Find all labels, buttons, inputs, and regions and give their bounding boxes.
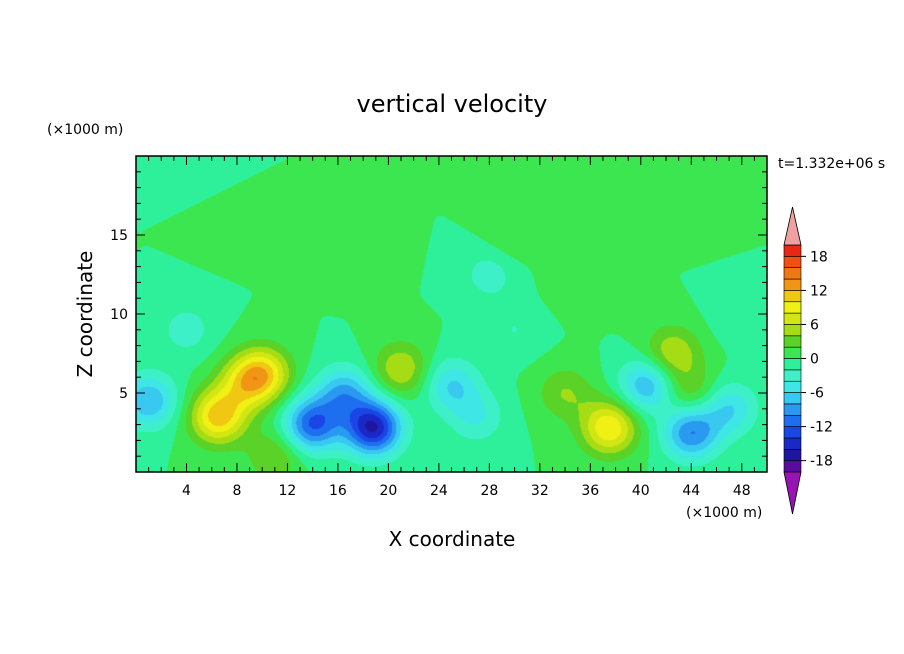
colorbar-cell <box>783 256 802 269</box>
x-tick-label: 16 <box>329 483 347 499</box>
x-tick-label: 20 <box>379 483 397 499</box>
x-tick-label: 48 <box>733 483 751 499</box>
colorbar-tick-label: -12 <box>810 420 833 436</box>
y-unit-label: (×1000 m) <box>47 122 123 138</box>
colorbar-tick-label: 0 <box>810 352 819 368</box>
colorbar-cell <box>783 403 802 416</box>
colorbar-cell <box>783 244 802 257</box>
x-axis-label: X coordinate <box>389 527 516 551</box>
colorbar-extend-high <box>783 206 802 246</box>
colorbar-cell <box>783 380 802 393</box>
colorbar-cell <box>783 414 802 427</box>
colorbar-tick-label: 12 <box>810 283 828 299</box>
y-tick-label: 5 <box>119 386 128 402</box>
colorbar-cell <box>783 335 802 348</box>
colorbar-cell <box>783 267 802 280</box>
colorbar-tick-label: 18 <box>810 249 828 265</box>
x-tick-label: 4 <box>182 483 191 499</box>
y-tick-label: 15 <box>110 228 128 244</box>
colorbar-cell <box>783 290 802 303</box>
x-tick-label: 40 <box>632 483 650 499</box>
x-tick-label: 24 <box>430 483 448 499</box>
x-tick-label: 28 <box>480 483 498 499</box>
colorbar-cell <box>783 437 802 450</box>
y-axis-ticks: 5 10 15 <box>110 171 767 457</box>
time-label: t=1.332e+06 s <box>778 156 885 172</box>
x-tick-label: 12 <box>279 483 297 499</box>
heatmap-field <box>136 156 767 472</box>
colorbar-cell <box>783 278 802 291</box>
colorbar: 18 12 6 0 -6 -12 -18 <box>783 206 833 515</box>
y-tick-label: 10 <box>110 307 128 323</box>
colorbar-cell <box>783 346 802 359</box>
colorbar-cell <box>783 460 802 473</box>
y-axis-label: Z coordinate <box>73 251 97 378</box>
colorbar-tick-label: -6 <box>810 386 824 402</box>
x-tick-label: 32 <box>531 483 549 499</box>
chart-title: vertical velocity <box>357 90 548 118</box>
colorbar-cell <box>783 301 802 314</box>
colorbar-cell <box>783 324 802 337</box>
x-tick-label: 36 <box>581 483 599 499</box>
x-unit-label: (×1000 m) <box>686 505 762 521</box>
colorbar-cell <box>783 358 802 371</box>
colorbar-cell <box>783 448 802 461</box>
x-tick-label: 8 <box>232 483 241 499</box>
x-tick-label: 44 <box>682 483 700 499</box>
colorbar-cell <box>783 312 802 325</box>
colorbar-extend-low <box>783 471 802 515</box>
colorbar-cell <box>783 426 802 439</box>
x-axis-ticks: 4 8 12 16 20 24 28 32 36 40 44 48 <box>148 156 755 499</box>
colorbar-tick-label: 6 <box>810 317 819 333</box>
colorbar-cell <box>783 392 802 405</box>
colorbar-tick-label: -18 <box>810 454 833 470</box>
colorbar-cell <box>783 369 802 382</box>
